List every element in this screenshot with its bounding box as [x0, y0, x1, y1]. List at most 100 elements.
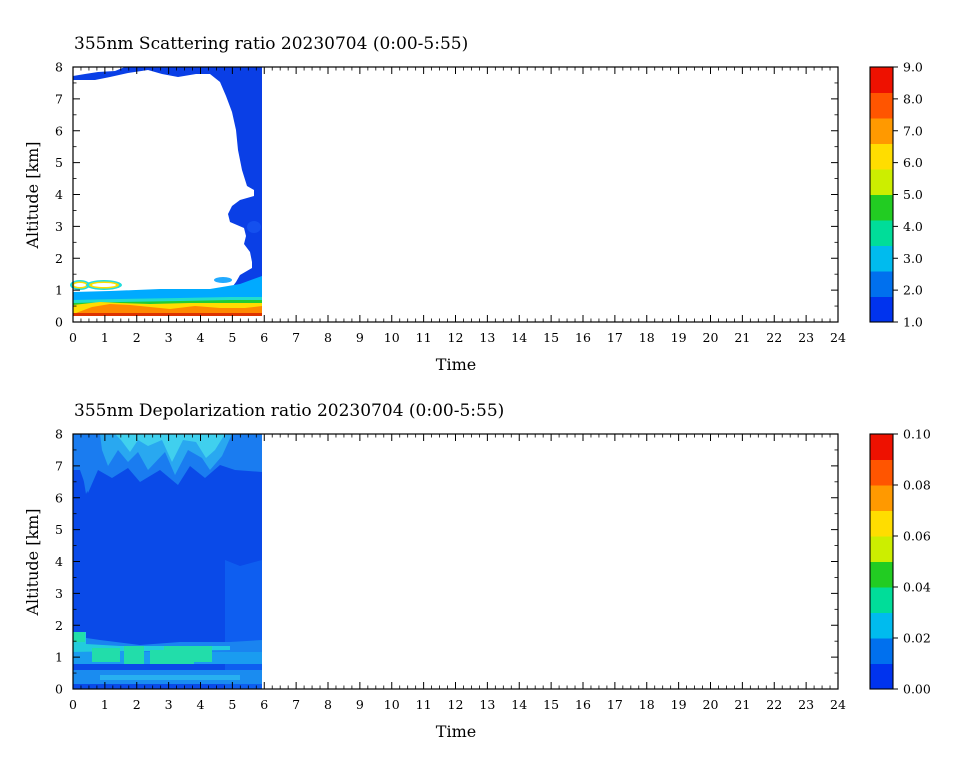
panel2-x-tick-label: 20	[703, 697, 719, 712]
panel1-y-tick-label: 8	[55, 60, 63, 75]
panel2-x-tick-label: 17	[607, 697, 623, 712]
panel2-y-tick-label: 0	[55, 682, 63, 697]
colorbar-band	[870, 485, 893, 511]
colorbar-band	[870, 271, 893, 297]
panel2-x-tick-label: 0	[69, 697, 77, 712]
panel1-y-tick-label: 2	[55, 251, 63, 266]
colorbar-tick-label: 6.0	[903, 155, 923, 170]
colorbar-band	[870, 118, 893, 144]
panel2-y-tick-label: 1	[55, 650, 63, 665]
panel1-x-tick-label: 6	[260, 330, 268, 345]
panel2-x-tick-label: 15	[543, 697, 559, 712]
colorbar-band	[870, 663, 893, 690]
colorbar-band	[870, 612, 893, 639]
panel1-x-tick-label: 13	[479, 330, 495, 345]
panel1-x-tick-label: 7	[292, 330, 300, 345]
panel2-y-tick-label: 4	[55, 554, 63, 569]
panel2-upper-streaks	[73, 434, 262, 494]
panel1-x-tick-label: 12	[448, 330, 464, 345]
scattering-ratio-panel: 355nm Scattering ratio 20230704 (0:00-5:…	[23, 34, 923, 374]
panel1-x-tick-label: 14	[511, 330, 527, 345]
colorbar-band	[870, 587, 893, 613]
panel1-y-tick-label: 6	[55, 123, 63, 138]
panel1-top-patch	[73, 67, 125, 76]
panel2-x-tick-label: 22	[766, 697, 782, 712]
panel2-x-tick-label: 1	[101, 697, 109, 712]
panel1-y-tick-label: 0	[55, 315, 63, 330]
panel2-x-tick-label: 24	[830, 697, 846, 712]
panel2-x-tick-label: 3	[165, 697, 173, 712]
panel1-plot-area: 0 1 2 3 4 5 6 7 8 9 10 11 12 13 14 15 16 17 18 19 20 21 22 23 24…	[55, 60, 846, 346]
panel2-colorbar: 0.00 0.02 0.04 0.06 0.08 0.10	[869, 427, 931, 697]
panel2-x-tick-label: 18	[639, 697, 655, 712]
colorbar-band	[870, 638, 893, 664]
panel1-x-tick-label: 3	[165, 330, 173, 345]
colorbar-tick-label: 0.08	[903, 478, 931, 493]
panel1-x-tick-label: 1	[101, 330, 109, 345]
colorbar-tick-label: 9.0	[903, 60, 923, 75]
panel1-y-tick-label: 5	[55, 155, 63, 170]
panel1-x-tick-label: 24	[830, 330, 846, 345]
panel1-x-tick-label: 15	[543, 330, 559, 345]
panel1-y-tick-label: 3	[55, 219, 63, 234]
colorbar-tick-label: 0.10	[903, 427, 931, 442]
panel2-x-tick-label: 13	[479, 697, 495, 712]
panel2-y-tick-label: 5	[55, 522, 63, 537]
colorbar-tick-label: 8.0	[903, 91, 923, 106]
panel2-y-axis-label: Altitude [km]	[23, 508, 42, 616]
panel2-x-tick-label: 14	[511, 697, 527, 712]
panel1-x-tick-label: 5	[228, 330, 236, 345]
colorbar-tick-label: 5.0	[903, 187, 923, 202]
panel1-ticks: 0 1 2 3 4 5 6 7 8 9 10 11 12 13 14 15 16 17 18 19 20 21 22 23 24…	[55, 60, 846, 346]
panel2-plot-area: 0 1 2 3 4 5 6 7 8 9 10 11 12 13 14 15 16 17 18 19 20 21 22 23 24…	[55, 427, 846, 713]
panel1-x-tick-label: 16	[575, 330, 591, 345]
panel1-colorbar: 1.0 2.0 3.0 4.0 5.0 6.0 7.0 8.0 9.0	[869, 60, 923, 330]
panel1-x-tick-label: 22	[766, 330, 782, 345]
panel1-surface-white	[73, 316, 262, 322]
colorbar-band	[870, 434, 893, 460]
colorbar-tick-label: 4.0	[903, 219, 923, 234]
panel1-clear-region	[73, 70, 254, 298]
panel1-y-tick-label: 7	[55, 91, 63, 106]
panel2-x-tick-label: 7	[292, 697, 300, 712]
panel1-title: 355nm Scattering ratio 20230704 (0:00-5:…	[74, 34, 468, 54]
panel1-x-tick-label: 4	[197, 330, 205, 345]
panel2-y-tick-label: 8	[55, 427, 63, 442]
panel1-x-tick-label: 20	[703, 330, 719, 345]
panel2-layer-side	[225, 560, 262, 689]
colorbar-tick-label: 7.0	[903, 123, 923, 138]
colorbar-band	[870, 536, 893, 562]
panel1-layer-orange	[76, 304, 262, 314]
panel2-x-tick-label: 9	[356, 697, 364, 712]
panel1-x-tick-label: 10	[384, 330, 400, 345]
panel2-title: 355nm Depolarization ratio 20230704 (0:0…	[74, 401, 504, 421]
panel2-ticks: 0 1 2 3 4 5 6 7 8 9 10 11 12 13 14 15 16 17 18 19 20 21 22 23 24…	[55, 427, 846, 713]
colorbar-tick-label: 0.04	[903, 580, 931, 595]
panel2-surface-layer-inner	[100, 675, 240, 680]
panel2-x-tick-label: 5	[228, 697, 236, 712]
colorbar-band	[870, 92, 893, 119]
colorbar-band	[870, 245, 893, 272]
panel2-x-tick-label: 11	[416, 697, 432, 712]
panel1-x-tick-label: 19	[671, 330, 687, 345]
panel2-x-tick-label: 8	[324, 697, 332, 712]
colorbar-tick-label: 3.0	[903, 251, 923, 266]
colorbar-band	[870, 194, 893, 221]
panel2-y-tick-label: 7	[55, 458, 63, 473]
panel1-y-tick-label: 1	[55, 283, 63, 298]
depolarization-ratio-panel: 355nm Depolarization ratio 20230704 (0:0…	[23, 401, 931, 741]
panel2-x-axis-label: Time	[436, 722, 476, 741]
panel1-bottom-band	[73, 313, 262, 316]
panel2-x-tick-label: 21	[734, 697, 750, 712]
panel2-cloud-layer	[73, 632, 212, 664]
colorbar-band	[870, 67, 893, 93]
panel2-x-tick-label: 19	[671, 697, 687, 712]
colorbar-tick-label: 0.00	[903, 682, 931, 697]
colorbar-tick-label: 1.0	[903, 315, 923, 330]
colorbar-band	[870, 169, 893, 195]
panel1-y-axis-label: Altitude [km]	[23, 141, 42, 249]
colorbar-tick-label: 0.02	[903, 631, 931, 646]
colorbar-band	[870, 143, 893, 170]
panel2-x-tick-label: 12	[448, 697, 464, 712]
